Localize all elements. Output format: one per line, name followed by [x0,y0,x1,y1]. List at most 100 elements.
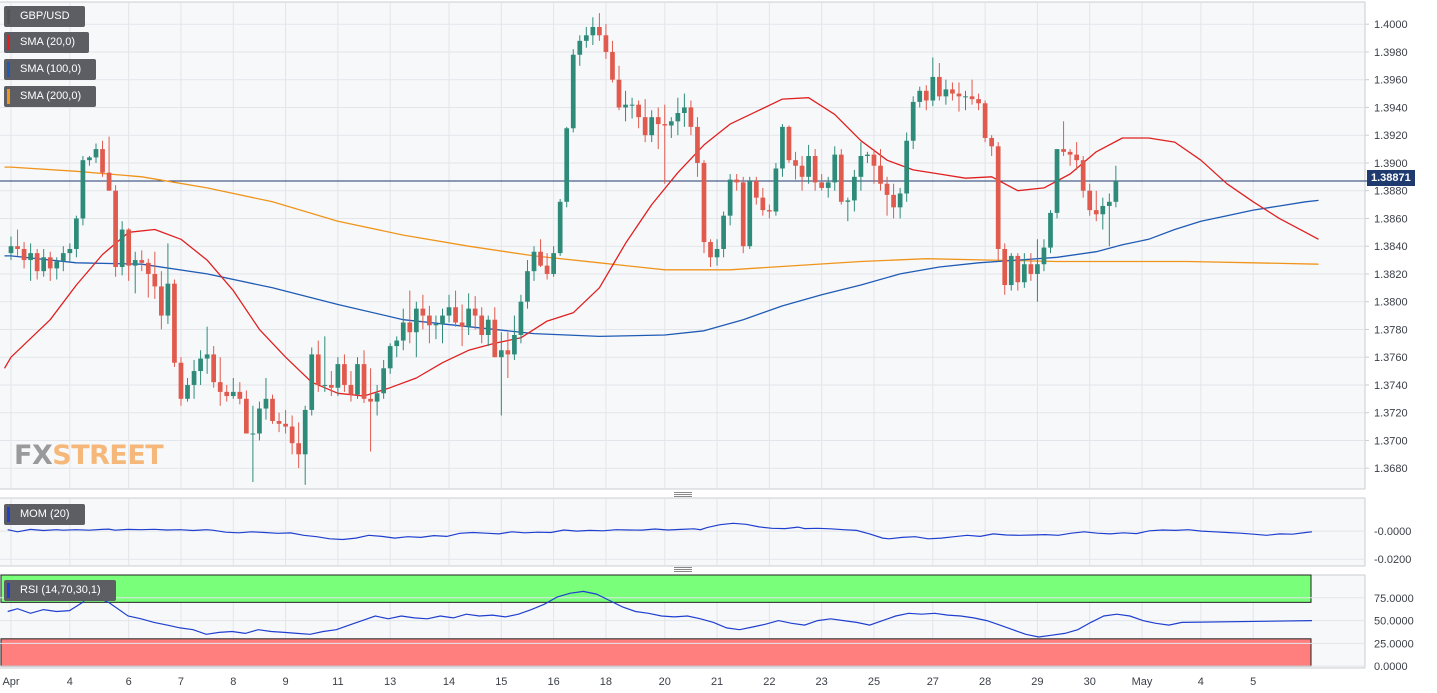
candle-body [852,176,857,201]
candle-body [348,384,354,395]
candle-body [936,76,942,97]
candle [374,384,380,416]
x-tick-label: 23 [816,676,828,688]
candle [433,315,439,340]
candle [172,279,177,367]
candle-body [368,398,373,402]
candle [381,359,387,399]
candle [1048,210,1053,254]
x-tick-label: 30 [1084,676,1096,688]
y-tick-label: 1.3700 [1374,435,1408,447]
candle-body [760,197,766,211]
y-tick-label: 1.3860 [1374,213,1408,225]
candle-body [551,253,556,274]
candle [217,357,223,406]
legend-item-mom[interactable]: MOM (20) [4,504,85,525]
candle [544,253,550,280]
candle-body [433,323,439,326]
candle [355,357,360,399]
candle-body [884,183,890,195]
candle [427,305,432,344]
legend-item-gbpusd[interactable]: GBP/USD [4,6,85,27]
candle [80,156,86,226]
candle-body [793,160,798,166]
x-tick-label: 4 [1198,676,1204,688]
candle [819,174,825,191]
legend-item-rsi[interactable]: RSI (14,70,30,1) [4,580,116,601]
y-tick-label: 75.0000 [1374,593,1414,605]
y-tick-label: 50.0000 [1374,616,1414,628]
candle-body [472,308,478,316]
x-tick-label: 4 [67,676,73,688]
candle-body [1074,154,1079,161]
y-tick-label: 1.3800 [1374,297,1408,309]
candle-body [727,179,733,216]
candle-body [217,382,223,392]
pane-main-bg [0,2,1365,489]
candle [1054,149,1060,219]
pane-resize-handle[interactable] [674,567,692,572]
candle [551,246,556,277]
candle-body [74,218,79,249]
candle [806,144,811,184]
candle-body [832,154,838,183]
x-tick-label: 25 [868,676,880,688]
pane-resize-handle[interactable] [674,492,692,497]
candle-body [1113,180,1119,202]
x-tick-label: 14 [443,676,455,688]
candle-body [963,96,968,98]
x-tick-label: 29 [1031,676,1043,688]
legend-item-sma200[interactable]: SMA (200,0) [4,86,96,107]
candle [852,169,857,212]
candle-body [923,90,929,101]
candle-body [296,443,302,455]
candle [54,257,60,280]
candle-body [492,319,498,358]
candle [675,97,681,136]
candle-body [675,112,681,122]
y-tick-label: 1.3680 [1374,463,1408,475]
candle-body [806,156,811,177]
candle [623,90,628,122]
candle [244,390,249,434]
candle [662,104,668,184]
candle [407,290,413,344]
candle [812,149,818,191]
x-tick-label: 6 [126,676,132,688]
candle [322,336,328,392]
candle-body [708,242,713,258]
candle-body [126,229,132,266]
candle-body [1061,149,1066,152]
candle [126,228,132,281]
candle [1113,165,1119,208]
candle-body [302,409,308,455]
candle-body [1021,264,1027,283]
candle-body [211,354,217,383]
candle [865,151,870,163]
candle [315,340,321,392]
candle-body [976,99,981,104]
candle [1002,243,1008,295]
candle [420,294,426,330]
candle [950,82,955,101]
candle [747,176,753,249]
x-tick-label: 27 [927,676,939,688]
candle [721,211,726,258]
logo-part-fx: FX [14,440,53,471]
legend-swatch [7,89,10,104]
y-tick-label: 1.3740 [1374,380,1408,392]
legend-item-sma20[interactable]: SMA (20,0) [4,32,89,53]
candle-body [276,421,282,424]
candle [361,350,367,403]
sma20-line [3,97,1319,397]
candle [636,100,641,129]
candle [1061,121,1066,157]
legend-item-sma100[interactable]: SMA (100,0) [4,59,96,80]
y-tick-label: 1.3980 [1374,47,1408,59]
candle [1015,253,1021,291]
candle [459,304,465,347]
candle [904,132,910,202]
candle [845,197,851,222]
candle [995,142,1001,261]
candle-body [466,308,471,327]
